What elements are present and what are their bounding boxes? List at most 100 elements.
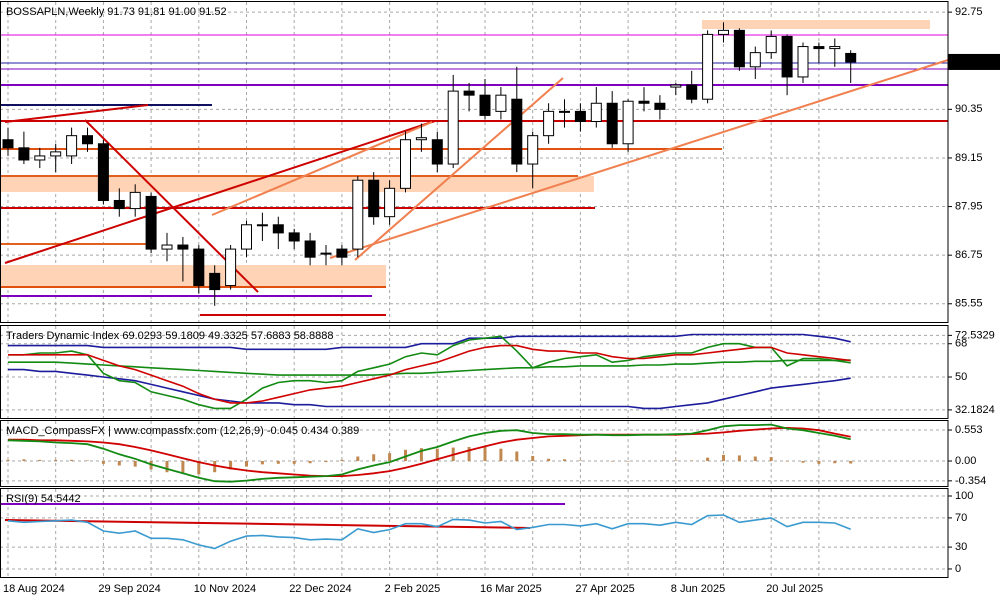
- candle-body: [161, 244, 173, 250]
- candle-body: [50, 151, 62, 157]
- histogram-bar: [117, 461, 121, 466]
- candle-body: [813, 46, 825, 50]
- histogram-bar: [467, 447, 471, 462]
- x-tick-label: 27 Apr 2025: [575, 583, 634, 595]
- header-value: 49.3325: [208, 330, 248, 342]
- indicator-title: RSI(9): [6, 493, 38, 505]
- y-tick-label: 72.5329: [955, 329, 995, 341]
- candle-body: [113, 199, 125, 210]
- candle-body: [479, 94, 491, 116]
- header-value: 0.389: [332, 425, 360, 437]
- candle-body: [829, 46, 841, 50]
- y-tick-label: 50: [955, 371, 967, 383]
- candle-body: [765, 35, 777, 54]
- candle-body: [733, 29, 745, 68]
- candle-body: [177, 244, 189, 250]
- indicator-line: [8, 335, 851, 410]
- histogram-bar: [292, 461, 296, 464]
- candle-body: [352, 179, 364, 250]
- histogram-bar: [833, 461, 837, 464]
- indicator-title: Traders Dynamic Index: [6, 330, 120, 342]
- trend-line: [4, 104, 149, 123]
- candle-body: [702, 33, 714, 100]
- candle-body: [368, 179, 380, 218]
- candle-body: [574, 110, 586, 122]
- y-tick-label: 0: [955, 563, 961, 575]
- frames: [0, 1, 949, 578]
- header-value: 54.5442: [41, 493, 81, 505]
- candle-body: [527, 135, 539, 165]
- header-value: 57.6883: [251, 330, 291, 342]
- histogram-bar: [515, 451, 519, 462]
- y-tick-label: 0.553: [955, 424, 983, 436]
- histogram-bar: [690, 460, 694, 462]
- candle-body: [781, 35, 793, 78]
- x-tick-label: 8 Jun 2025: [671, 583, 725, 595]
- histogram-bar: [213, 461, 217, 473]
- panel-header: MACD_CompassFX | www.compassfx.com (12,2…: [6, 425, 359, 437]
- candle-body: [400, 139, 411, 189]
- histogram-bar: [674, 460, 678, 462]
- histogram-bar: [6, 459, 10, 462]
- candle-body: [543, 110, 555, 137]
- histogram-bar: [404, 449, 407, 462]
- histogram-bar: [101, 461, 105, 464]
- trend-line: [354, 77, 564, 261]
- histogram-bar: [578, 460, 582, 462]
- histogram-bar: [737, 455, 741, 462]
- histogram-bar: [276, 461, 280, 464]
- candle-body: [511, 98, 523, 165]
- candle-body: [336, 248, 348, 258]
- candle-body: [2, 139, 14, 149]
- candle-body: [66, 135, 78, 157]
- header-value: 69.0293: [122, 330, 162, 342]
- y-tick-label: 68: [955, 338, 967, 350]
- y-tick-label: 0.00: [955, 455, 976, 467]
- histogram-bar: [308, 461, 312, 464]
- candle-body: [272, 224, 284, 234]
- panel-frame: [0, 488, 949, 578]
- candle-body: [209, 272, 221, 291]
- candle-body: [304, 240, 316, 258]
- histogram-bar: [483, 447, 487, 462]
- panel-header: Traders Dynamic Index 69.0293 59.1809 49…: [6, 330, 333, 342]
- histogram-bar: [372, 454, 376, 462]
- y-tick-label: 70: [955, 512, 967, 524]
- x-tick-label: 22 Dec 2024: [289, 583, 351, 595]
- panel-frame: [0, 420, 949, 487]
- header-value: 91.73: [107, 6, 135, 18]
- histogram-bar: [626, 461, 630, 462]
- histogram-bar: [563, 459, 566, 462]
- histogram-bar: [245, 461, 248, 467]
- histogram-bar: [181, 461, 185, 474]
- histogram-bar: [547, 458, 551, 462]
- candle-body: [288, 232, 300, 242]
- y-tick-label: 92.75: [955, 6, 983, 18]
- histogram-bar: [356, 456, 360, 462]
- candle-body: [463, 90, 475, 96]
- y-tick-label: 100: [955, 490, 973, 502]
- indicator-line: [8, 368, 851, 410]
- candle-body: [415, 137, 427, 141]
- candle-body: [606, 102, 618, 145]
- candle-body: [590, 102, 602, 122]
- price-box: [948, 53, 1000, 70]
- header-value: 91.81: [138, 6, 166, 18]
- candle-body: [18, 147, 30, 161]
- indicator-line: [8, 344, 851, 404]
- indicator-line: [8, 426, 851, 477]
- chart-title: BOSSAPLN,Weekly: [6, 6, 105, 18]
- candle-body: [622, 100, 634, 145]
- y-tick-label: 85.55: [955, 298, 983, 310]
- candle-body: [384, 187, 396, 218]
- candle-body: [718, 29, 729, 35]
- histogram-bar: [706, 457, 710, 462]
- histogram-bar: [324, 461, 328, 463]
- header-value: 91.00: [168, 6, 196, 18]
- histogram-bar: [133, 461, 137, 467]
- trend-line: [211, 121, 433, 216]
- histogram-bar: [388, 453, 392, 462]
- y-tick-label: 32.1824: [955, 404, 995, 416]
- x-tick-label: 16 Mar 2025: [480, 583, 542, 595]
- candle-body: [97, 143, 109, 201]
